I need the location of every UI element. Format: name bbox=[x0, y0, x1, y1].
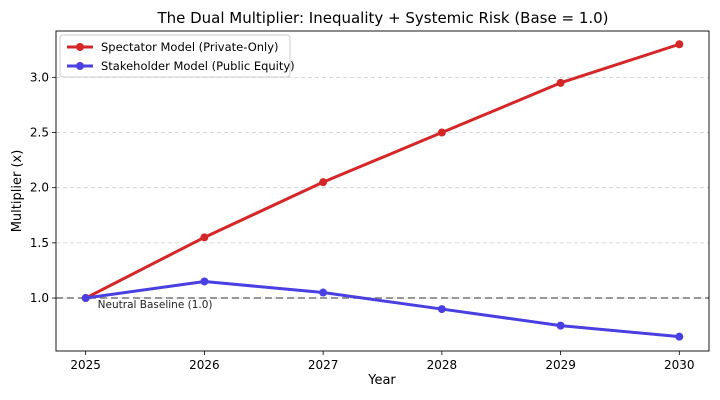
data-point bbox=[437, 128, 446, 137]
plot-frame bbox=[55, 30, 710, 352]
x-tick-label: 2025 bbox=[70, 358, 101, 372]
legend-box bbox=[59, 34, 291, 78]
x-tick-label: 2028 bbox=[427, 358, 458, 372]
legend-marker-1 bbox=[76, 43, 84, 51]
series-line-1 bbox=[84, 42, 681, 300]
data-point bbox=[319, 178, 328, 187]
y-tick-label: 1.5 bbox=[30, 236, 49, 250]
x-axis-title: Year bbox=[367, 373, 396, 388]
data-point bbox=[675, 40, 684, 49]
y-tick-label: 2.5 bbox=[30, 126, 49, 140]
legend-marker-2 bbox=[76, 62, 84, 70]
series-layer bbox=[81, 40, 684, 341]
y-axis-ticks: 1.0 1.5 2.0 2.5 3.0 bbox=[30, 70, 56, 305]
data-point bbox=[556, 321, 565, 330]
legend: Spectator Model (Private-Only) Stakeholde… bbox=[59, 34, 295, 78]
baseline-annotation: Neutral Baseline (1.0) bbox=[98, 299, 213, 311]
grid-lines bbox=[56, 76, 709, 299]
series-line-2 bbox=[84, 279, 681, 339]
data-point bbox=[200, 233, 209, 242]
x-tick-label: 2026 bbox=[189, 358, 220, 372]
y-tick-label: 1.0 bbox=[30, 291, 49, 305]
legend-label-2: Stakeholder Model (Public Equity) bbox=[101, 59, 295, 73]
y-tick-label: 3.0 bbox=[30, 70, 49, 84]
data-point bbox=[675, 332, 684, 341]
x-tick-label: 2030 bbox=[664, 358, 695, 372]
x-tick-label: 2029 bbox=[545, 358, 576, 372]
chart-title: The Dual Multiplier: Inequality + System… bbox=[156, 9, 608, 27]
data-point bbox=[556, 78, 565, 87]
data-point bbox=[200, 277, 209, 286]
data-point bbox=[437, 305, 446, 314]
data-point bbox=[81, 294, 90, 303]
data-point bbox=[319, 288, 328, 297]
x-axis-ticks: 2025 2026 2027 2028 2029 2030 bbox=[70, 351, 695, 372]
y-axis-title: Multiplier (x) bbox=[10, 150, 25, 233]
legend-label-1: Spectator Model (Private-Only) bbox=[101, 40, 279, 54]
x-tick-label: 2027 bbox=[308, 358, 339, 372]
y-tick-label: 2.0 bbox=[30, 181, 49, 195]
